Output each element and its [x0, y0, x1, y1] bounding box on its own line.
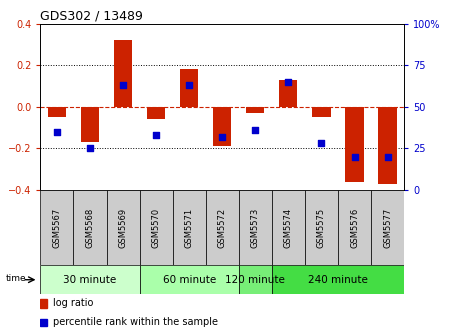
Bar [81, 107, 99, 142]
Bar [40, 190, 74, 265]
Text: 30 minute: 30 minute [63, 275, 117, 285]
Bar [48, 107, 66, 117]
Bar [106, 190, 140, 265]
Point [318, 140, 325, 146]
Text: GDS302 / 13489: GDS302 / 13489 [40, 9, 143, 23]
Bar [213, 107, 231, 146]
Bar [114, 40, 132, 107]
Bar [239, 265, 272, 294]
Point [153, 132, 160, 138]
Point [185, 82, 193, 88]
Text: GSM5577: GSM5577 [383, 208, 392, 248]
Point [285, 79, 292, 84]
Bar [345, 107, 364, 181]
Bar [173, 190, 206, 265]
Point [252, 127, 259, 133]
Bar [40, 265, 140, 294]
Bar [246, 107, 264, 113]
Text: GSM5568: GSM5568 [85, 208, 94, 248]
Text: GSM5573: GSM5573 [251, 208, 260, 248]
Text: 60 minute: 60 minute [163, 275, 216, 285]
Text: log ratio: log ratio [53, 298, 93, 308]
Point [119, 82, 127, 88]
Point [384, 154, 391, 159]
Text: GSM5571: GSM5571 [185, 208, 194, 248]
Text: GSM5569: GSM5569 [119, 208, 128, 248]
Text: GSM5574: GSM5574 [284, 208, 293, 248]
Bar [239, 190, 272, 265]
Bar [338, 190, 371, 265]
Bar [272, 265, 404, 294]
Bar [140, 190, 173, 265]
Bar [206, 190, 239, 265]
Bar [313, 107, 330, 117]
Bar [40, 319, 47, 326]
Text: time: time [6, 274, 26, 283]
Bar [272, 190, 305, 265]
Point [351, 154, 358, 159]
Bar [74, 190, 106, 265]
Point [86, 145, 93, 151]
Bar [379, 107, 396, 183]
Text: 240 minute: 240 minute [308, 275, 368, 285]
Text: 120 minute: 120 minute [225, 275, 285, 285]
Text: GSM5575: GSM5575 [317, 208, 326, 248]
Bar [140, 265, 239, 294]
Text: percentile rank within the sample: percentile rank within the sample [53, 317, 218, 327]
Point [53, 129, 61, 134]
Text: GSM5576: GSM5576 [350, 208, 359, 248]
Text: GSM5570: GSM5570 [152, 208, 161, 248]
Point [219, 134, 226, 139]
Bar [371, 190, 404, 265]
Bar [147, 107, 165, 119]
Text: GSM5567: GSM5567 [53, 208, 62, 248]
Bar [180, 69, 198, 107]
Text: GSM5572: GSM5572 [218, 208, 227, 248]
Bar [305, 190, 338, 265]
Bar [279, 80, 298, 107]
Bar [40, 299, 47, 307]
